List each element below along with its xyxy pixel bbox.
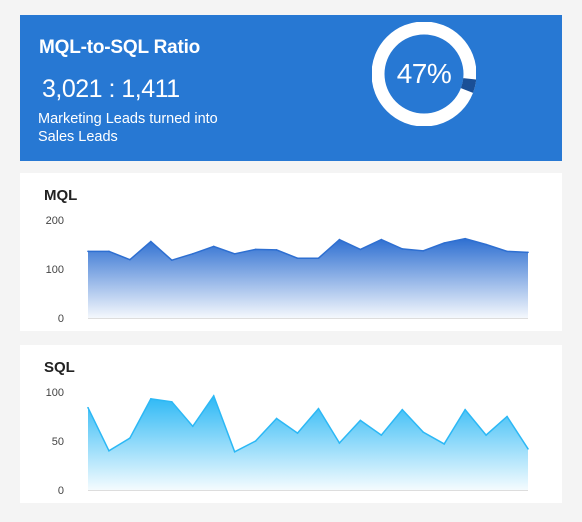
sql-chart: 0 50 100 (46, 387, 529, 497)
data-point (359, 248, 362, 251)
y-tick-label: 200 (46, 215, 64, 227)
data-point (296, 257, 299, 260)
data-point (380, 434, 383, 436)
data-point (212, 395, 215, 397)
data-point (212, 245, 215, 248)
data-point (87, 406, 89, 409)
mql-panel: MQL 0 100 200 (20, 173, 562, 331)
data-point (527, 448, 529, 450)
data-point (87, 250, 89, 253)
data-point (506, 415, 508, 418)
data-point (233, 253, 236, 255)
data-point (191, 425, 194, 428)
data-point (233, 450, 236, 453)
ratio-donut (372, 22, 476, 126)
mql-chart-title: MQL (44, 187, 78, 204)
data-point (254, 248, 257, 251)
kpi-card: MQL-to-SQL Ratio 3,021 : 1,411 Marketing… (20, 15, 562, 161)
data-point (129, 258, 131, 261)
data-point (359, 419, 362, 422)
data-point (150, 240, 152, 243)
data-point (422, 431, 425, 433)
sql-panel: SQL 0 50 100 (20, 345, 562, 503)
series-area (88, 238, 528, 318)
mql-chart: 0 100 200 (46, 215, 529, 325)
y-tick-label: 0 (58, 485, 64, 497)
data-point (401, 408, 404, 411)
data-point (108, 450, 110, 452)
data-point (464, 237, 466, 240)
data-point (338, 238, 341, 241)
data-point (443, 443, 445, 445)
data-point (401, 248, 404, 250)
data-point (275, 249, 278, 251)
series-line (87, 394, 529, 453)
kpi-description: Marketing Leads turned into Sales Leads (38, 111, 218, 145)
data-point (254, 440, 257, 442)
sql-chart-title: SQL (44, 359, 75, 376)
y-tick-label: 100 (46, 264, 64, 276)
y-tick-label: 100 (46, 387, 64, 399)
data-point (317, 407, 320, 410)
data-point (485, 243, 487, 246)
data-point (129, 437, 131, 439)
series-line (88, 237, 529, 262)
data-point (506, 250, 508, 253)
data-point (485, 434, 487, 436)
data-point (317, 257, 320, 260)
data-point (191, 253, 194, 255)
data-point (422, 250, 425, 252)
data-point (464, 408, 466, 411)
data-point (296, 432, 299, 434)
donut-track (372, 22, 476, 126)
data-point (275, 417, 278, 420)
y-tick-label: 50 (52, 436, 64, 448)
kpi-title: MQL-to-SQL Ratio (39, 37, 201, 58)
data-point (108, 250, 110, 253)
data-point (150, 398, 152, 400)
ratio-percent: 47% (396, 58, 452, 89)
donut-segment (460, 77, 476, 93)
data-point (171, 259, 173, 261)
y-tick-label: 0 (58, 313, 64, 325)
data-point (443, 242, 445, 244)
data-point (338, 442, 341, 444)
kpi-ratio: 3,021 : 1,411 (42, 75, 180, 103)
data-point (171, 401, 173, 403)
data-point (380, 238, 383, 241)
data-point (527, 251, 529, 254)
series-area (88, 395, 528, 490)
